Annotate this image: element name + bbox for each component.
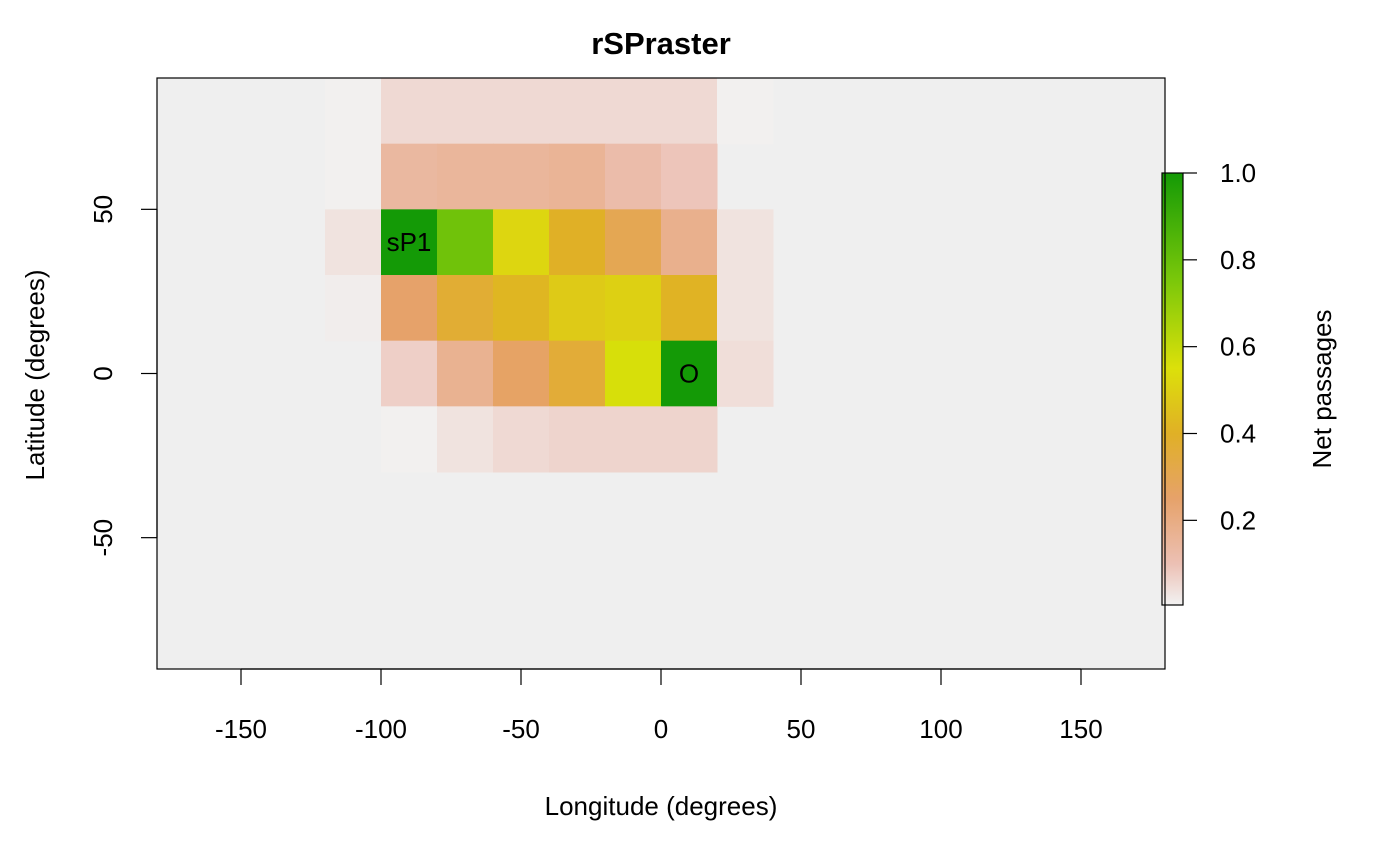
raster-cell [661,340,718,407]
raster-cell [717,275,774,342]
x-tick-label: 0 [654,714,668,744]
x-tick-label: -50 [502,714,540,744]
legend-tick-label: 0.2 [1220,505,1256,535]
raster-cell [717,209,774,276]
legend-color-bar [1161,172,1184,606]
raster-cell [661,275,718,342]
raster-cell [493,209,550,276]
raster-cell [549,275,606,342]
annotation-label: sP1 [387,227,432,257]
raster-cell [325,78,382,145]
raster-cell [605,143,662,210]
y-tick-label: 50 [88,195,118,224]
raster-cell [493,406,550,473]
raster-cell [661,209,718,276]
annotation-label: O [679,359,699,389]
raster-cell [605,340,662,407]
x-tick-label: -150 [215,714,267,744]
raster-cell [381,209,438,276]
y-tick-label: 0 [88,366,118,380]
legend-tick-label: 0.8 [1220,245,1256,275]
raster-cell [325,143,382,210]
raster-cell [381,340,438,407]
y-tick-label: -50 [88,519,118,557]
raster-cell [717,78,774,145]
raster-cell [325,209,382,276]
x-tick-label: 50 [787,714,816,744]
raster-cells [157,78,1165,669]
legend-title: Net passages [1307,310,1337,469]
color-legend: 0.2 0.4 0.6 0.8 1.0 Net passages [1161,158,1337,606]
raster-cell [381,78,438,145]
raster-cell [437,209,494,276]
raster-cell [493,143,550,210]
raster-cell [605,406,662,473]
raster-cell [605,78,662,145]
raster-cell [493,275,550,342]
legend-tick-label: 0.6 [1220,332,1256,362]
raster-cell [493,78,550,145]
legend-tick-label: 1.0 [1220,158,1256,188]
raster-cell [437,340,494,407]
raster-cell [549,78,606,145]
raster-annotations: sP1 O [387,227,700,388]
raster-cell [437,406,494,473]
legend-ticks: 0.2 0.4 0.6 0.8 1.0 [1183,158,1256,535]
raster-cell [493,340,550,407]
raster-cell [437,275,494,342]
raster-cell [605,209,662,276]
raster-cell [605,275,662,342]
x-axis-title: Longitude (degrees) [545,791,778,821]
legend-tick-label: 0.4 [1220,419,1256,449]
raster-cell [381,275,438,342]
raster-cell [549,406,606,473]
raster-cell [661,78,718,145]
raster-cell [325,275,382,342]
y-axis: -50 0 50 [88,195,158,557]
x-tick-label: -100 [355,714,407,744]
x-axis: -150 -100 -50 0 50 100 150 [215,668,1103,744]
raster-cell [717,340,774,407]
y-axis-title: Latitude (degrees) [20,269,50,480]
raster-cell [549,143,606,210]
raster-cell [437,78,494,145]
x-tick-label: 100 [919,714,962,744]
raster-cell [661,143,718,210]
raster-cell [437,143,494,210]
raster-cell [381,406,438,473]
raster-cell [661,406,718,473]
raster-cell [381,143,438,210]
raster-cell [549,340,606,407]
raster-cell [549,209,606,276]
plot-frame [156,77,1166,670]
chart-title: rSPraster [591,26,731,61]
x-tick-label: 150 [1059,714,1102,744]
